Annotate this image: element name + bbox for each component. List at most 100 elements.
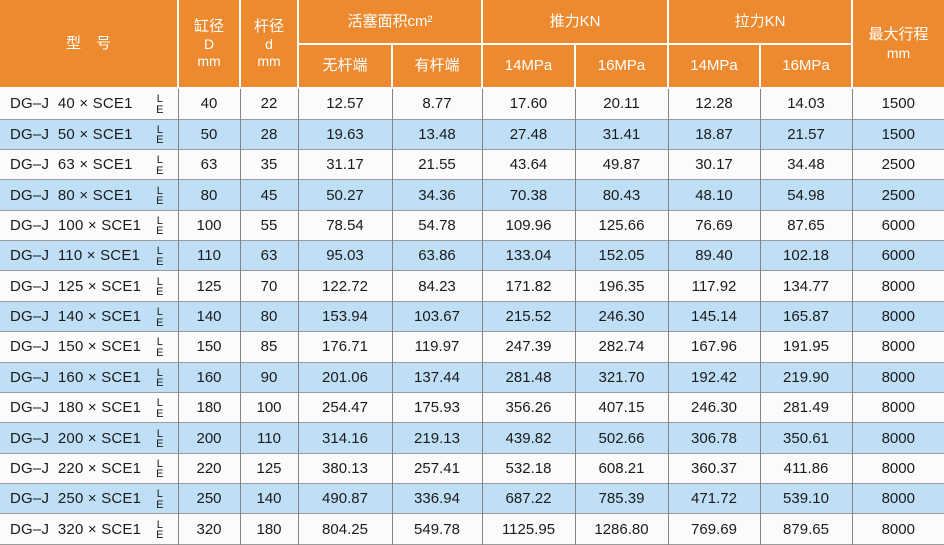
table-row: DG–J 220 × SCE1 L E 220 125 380.13 257.41 532.1…	[0, 452, 944, 484]
cell-thrust_14: 171.82	[481, 270, 575, 302]
table-row: DG–J 250 × SCE1 L E 250 140 490.87 336.94 687.2…	[0, 483, 944, 514]
cell-area_rodless: 176.71	[297, 331, 392, 363]
table-row: DG–J 40 × SCE1 L E 40 22 12.57 8.77 17.60 20.11 1…	[0, 86, 944, 120]
cell-thrust_16: 49.87	[574, 148, 668, 180]
cell-area_rodless: 31.17	[297, 148, 392, 180]
cell-bore: 320	[177, 513, 240, 545]
cell-pull_16: 21.57	[759, 118, 852, 150]
cell-thrust_16: 282.74	[574, 331, 668, 363]
cell-stroke: 8000	[851, 452, 944, 484]
cell-rod: 110	[239, 422, 298, 454]
cell-thrust_14: 215.52	[481, 300, 575, 332]
header-thrust-14mpa: 14MPa	[481, 43, 575, 89]
cell-stroke: 1500	[851, 86, 944, 120]
cell-rod: 180	[239, 513, 298, 545]
table-row: DG–J 50 × SCE1 L E 50 28 19.63 13.48 27.48 31.41…	[0, 118, 944, 150]
cell-rod: 55	[239, 209, 298, 241]
header-pull: 拉力KN	[667, 0, 852, 45]
cell-rod: 22	[239, 86, 298, 120]
model-label: DG–J 63 × SCE1	[10, 156, 133, 174]
cell-bore: 160	[177, 361, 240, 393]
cell-area_rod: 336.94	[391, 483, 482, 514]
cell-pull_16: 87.65	[759, 209, 852, 241]
cell-thrust_14: 687.22	[481, 483, 575, 514]
model-label: DG–J 125 × SCE1	[10, 277, 142, 295]
table-row: DG–J 200 × SCE1 L E 200 110 314.16 219.13 439.8…	[0, 422, 944, 454]
cell-thrust_16: 20.11	[574, 86, 668, 120]
table-header: 型 号 缸径 D mm 杆径 d mm 活塞面积cm² 推力KN 拉力KN 最大…	[0, 0, 944, 89]
cell-thrust_16: 125.66	[574, 209, 668, 241]
model-label: DG–J 140 × SCE1	[10, 308, 142, 326]
cell-stroke: 8000	[851, 270, 944, 302]
cell-thrust_16: 321.70	[574, 361, 668, 393]
cell-stroke: 8000	[851, 513, 944, 545]
cell-area_rodless: 12.57	[297, 86, 392, 120]
cell-rod: 63	[239, 240, 298, 271]
cell-rod: 80	[239, 300, 298, 332]
cell-pull_14: 89.40	[667, 240, 760, 271]
cell-area_rod: 119.97	[391, 331, 482, 363]
cell-pull_16: 165.87	[759, 300, 852, 332]
cell-bore: 150	[177, 331, 240, 363]
model-label: DG–J 320 × SCE1	[10, 520, 142, 538]
cell-area_rodless: 95.03	[297, 240, 392, 271]
cell-bore: 200	[177, 422, 240, 454]
cell-model: DG–J 80 × SCE1 L E	[0, 179, 178, 211]
cell-pull_14: 360.37	[667, 452, 760, 484]
header-thrust-16mpa: 16MPa	[574, 43, 668, 89]
cell-pull_16: 34.48	[759, 148, 852, 180]
model-label: DG–J 80 × SCE1	[10, 186, 133, 204]
cell-area_rodless: 50.27	[297, 179, 392, 211]
cell-area_rodless: 804.25	[297, 513, 392, 545]
cell-thrust_14: 133.04	[481, 240, 575, 271]
cell-thrust_16: 407.15	[574, 391, 668, 423]
cell-thrust_16: 502.66	[574, 422, 668, 454]
cell-area_rodless: 314.16	[297, 422, 392, 454]
cell-pull_14: 769.69	[667, 513, 760, 545]
cell-area_rod: 84.23	[391, 270, 482, 302]
cell-area_rod: 21.55	[391, 148, 482, 180]
cell-bore: 140	[177, 300, 240, 332]
cell-pull_16: 14.03	[759, 86, 852, 120]
cell-model: DG–J 100 × SCE1 L E	[0, 209, 178, 241]
cell-bore: 180	[177, 391, 240, 423]
cell-thrust_14: 439.82	[481, 422, 575, 454]
cell-area_rod: 103.67	[391, 300, 482, 332]
cell-bore: 40	[177, 86, 240, 120]
cell-stroke: 6000	[851, 240, 944, 271]
header-rod: 杆径 d mm	[239, 0, 298, 89]
table-row: DG–J 63 × SCE1 L E 63 35 31.17 21.55 43.64 49.87…	[0, 148, 944, 180]
cell-rod: 35	[239, 148, 298, 180]
cell-pull_16: 411.86	[759, 452, 852, 484]
cell-model: DG–J 320 × SCE1 L E	[0, 513, 178, 545]
cell-pull_14: 471.72	[667, 483, 760, 514]
cell-model: DG–J 63 × SCE1 L E	[0, 148, 178, 180]
cell-area_rod: 175.93	[391, 391, 482, 423]
cell-pull_14: 145.14	[667, 300, 760, 332]
cell-stroke: 8000	[851, 300, 944, 332]
cell-area_rodless: 78.54	[297, 209, 392, 241]
header-model-label: 型 号	[65, 34, 111, 52]
cell-pull_14: 117.92	[667, 270, 760, 302]
cell-model: DG–J 220 × SCE1 L E	[0, 452, 178, 484]
table-row: DG–J 110 × SCE1 L E 110 63 95.03 63.86 133.04 15…	[0, 240, 944, 271]
cell-area_rod: 257.41	[391, 452, 482, 484]
cell-thrust_14: 27.48	[481, 118, 575, 150]
cell-thrust_16: 246.30	[574, 300, 668, 332]
cell-area_rod: 63.86	[391, 240, 482, 271]
cell-stroke: 2500	[851, 179, 944, 211]
model-label: DG–J 220 × SCE1	[10, 459, 142, 477]
cell-stroke: 8000	[851, 422, 944, 454]
model-label: DG–J 250 × SCE1	[10, 490, 142, 508]
cell-model: DG–J 50 × SCE1 L E	[0, 118, 178, 150]
cell-bore: 50	[177, 118, 240, 150]
